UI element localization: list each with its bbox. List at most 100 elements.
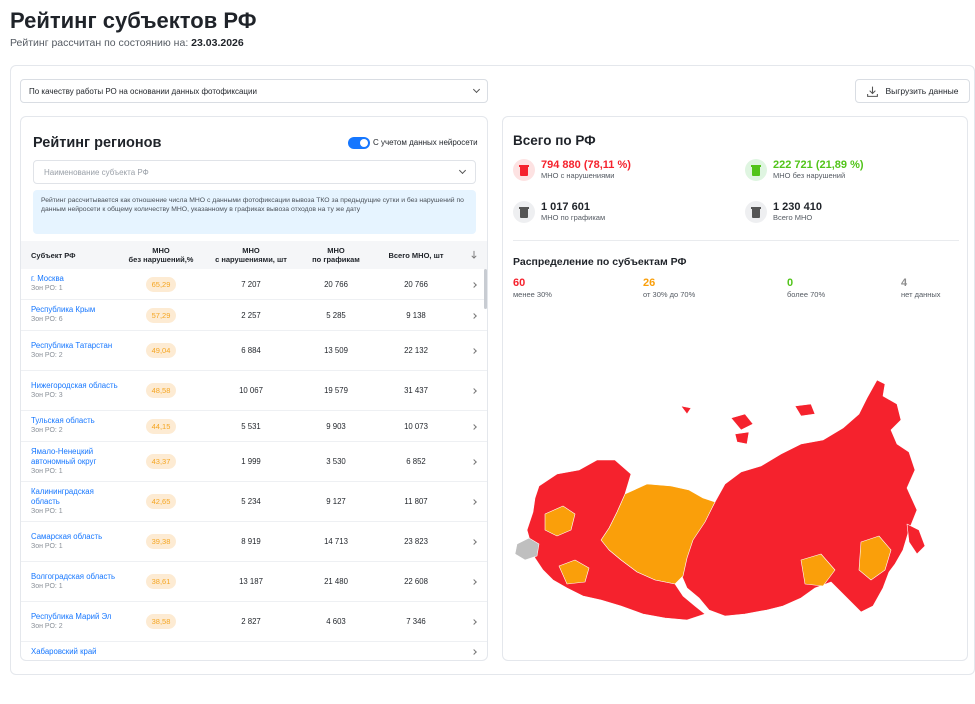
stat-no-violations: 222 721 (21,89 %) МНО без нарушений bbox=[745, 159, 864, 181]
stat-no-violations-label: МНО без нарушений bbox=[773, 171, 846, 180]
row-region: Самарская область Зон РО: 1 bbox=[21, 532, 121, 552]
dist-mid[interactable]: 26 от 30% до 70% bbox=[643, 277, 695, 299]
row-open-button[interactable] bbox=[461, 497, 487, 506]
trash-icon bbox=[513, 201, 535, 223]
row-open-button[interactable] bbox=[461, 537, 487, 546]
map-region-islands[interactable] bbox=[680, 403, 816, 445]
chevron-right-icon bbox=[471, 499, 477, 505]
row-open-button[interactable] bbox=[461, 311, 487, 320]
col-header-name[interactable]: Субъект РФ bbox=[31, 250, 76, 260]
map-region-east[interactable] bbox=[680, 379, 918, 617]
row-pct-badge: 48,58 bbox=[145, 383, 177, 398]
table-row[interactable]: Республика Марий Эл Зон РО: 2 38,58 2 827 4 … bbox=[21, 602, 487, 642]
sort-button[interactable] bbox=[461, 250, 487, 261]
row-scheduled: 9 127 bbox=[326, 497, 346, 506]
row-region: Хабаровский край bbox=[21, 647, 121, 657]
row-region-name[interactable]: Ямало-Ненецкий автономный округ bbox=[31, 446, 97, 466]
row-region-name[interactable]: Хабаровский край bbox=[31, 646, 97, 656]
dist-nodata[interactable]: 4 нет данных bbox=[901, 277, 941, 299]
row-region-name[interactable]: Нижегородская область bbox=[31, 380, 118, 390]
row-region: Республика Марий Эл Зон РО: 2 bbox=[21, 612, 121, 632]
row-open-button[interactable] bbox=[461, 386, 487, 395]
row-region-name[interactable]: Волгоградская область bbox=[31, 571, 116, 581]
table-row[interactable]: Республика Татарстан Зон РО: 2 49,04 6 884 1… bbox=[21, 331, 487, 371]
row-open-button[interactable] bbox=[461, 457, 487, 466]
row-region: Волгоградская область Зон РО: 1 bbox=[21, 572, 121, 592]
export-button-label: Выгрузить данные bbox=[885, 86, 959, 96]
export-button[interactable]: Выгрузить данные bbox=[855, 79, 970, 103]
stat-scheduled: 1 017 601 МНО по графикам bbox=[513, 201, 605, 223]
row-pct-cell: 49,04 bbox=[121, 343, 201, 358]
col-header-pct-l1: МНО bbox=[152, 246, 170, 255]
table-row[interactable]: Тульская область Зон РО: 2 44,15 5 531 9 903… bbox=[21, 411, 487, 442]
divider bbox=[513, 240, 959, 241]
row-zones: Зон РО: 2 bbox=[31, 351, 63, 359]
table-row[interactable]: Волгоградская область Зон РО: 1 38,61 13 18… bbox=[21, 562, 487, 602]
row-violations: 13 187 bbox=[239, 577, 263, 586]
dist-high[interactable]: 0 более 70% bbox=[787, 277, 825, 299]
rating-type-select[interactable]: По качеству работы РО на основании данны… bbox=[20, 79, 488, 103]
table-row[interactable]: Республика Крым Зон РО: 6 57,29 2 257 5 285 9… bbox=[21, 300, 487, 331]
map-region-nodata[interactable] bbox=[514, 537, 540, 561]
trash-icon bbox=[745, 201, 767, 223]
neural-toggle[interactable] bbox=[348, 137, 370, 149]
stat-total-label: Всего МНО bbox=[773, 213, 813, 222]
chevron-right-icon bbox=[471, 388, 477, 394]
russia-map[interactable] bbox=[505, 374, 960, 624]
col-header-pct[interactable]: МНО без нарушений,% bbox=[121, 246, 201, 264]
table-body: г. Москва Зон РО: 1 65,29 7 207 20 766 20 766… bbox=[21, 269, 487, 660]
row-region-name[interactable]: Самарская область bbox=[31, 531, 103, 541]
row-open-button[interactable] bbox=[461, 647, 487, 656]
table-row[interactable]: Калининградская область Зон РО: 1 42,65 5 2… bbox=[21, 482, 487, 522]
row-region: Ямало-Ненецкий автономный округ Зон РО: 1 bbox=[21, 447, 121, 477]
row-zones: Зон РО: 1 bbox=[31, 507, 63, 515]
region-select[interactable]: Наименование субъекта РФ bbox=[33, 160, 476, 184]
row-total: 22 132 bbox=[404, 346, 428, 355]
row-total: 23 823 bbox=[404, 537, 428, 546]
row-open-button[interactable] bbox=[461, 577, 487, 586]
row-violations: 7 207 bbox=[241, 279, 261, 289]
row-region-name[interactable]: Республика Крым bbox=[31, 305, 96, 314]
col-header-viol[interactable]: МНО с нарушениями, шт bbox=[201, 246, 301, 264]
chevron-right-icon bbox=[471, 619, 477, 625]
row-open-button[interactable] bbox=[461, 617, 487, 626]
table-row[interactable]: Хабаровский край bbox=[21, 642, 487, 660]
row-region-name[interactable]: Калининградская область bbox=[31, 486, 94, 506]
dist-low[interactable]: 60 менее 30% bbox=[513, 277, 552, 299]
row-region-name[interactable]: Тульская область bbox=[31, 416, 95, 425]
map-region-south-orange[interactable] bbox=[558, 559, 590, 585]
arrow-down-icon bbox=[471, 250, 477, 259]
map-region-far-orange[interactable] bbox=[858, 535, 892, 581]
row-violations: 8 919 bbox=[241, 537, 261, 546]
col-header-sched[interactable]: МНО по графикам bbox=[301, 246, 371, 264]
row-open-button[interactable] bbox=[461, 422, 487, 431]
row-zones: Зон РО: 1 bbox=[31, 467, 63, 475]
row-region-name[interactable]: Республика Татарстан bbox=[31, 340, 113, 350]
row-open-button[interactable] bbox=[461, 346, 487, 355]
row-region: Калининградская область Зон РО: 1 bbox=[21, 487, 121, 517]
row-violations: 10 067 bbox=[239, 386, 263, 395]
table-scrollbar[interactable] bbox=[484, 269, 487, 309]
row-pct-badge: 49,04 bbox=[145, 343, 177, 358]
row-violations: 2 827 bbox=[241, 617, 261, 626]
col-header-viol-l1: МНО bbox=[242, 246, 260, 255]
map-region-east-orange[interactable] bbox=[800, 553, 836, 587]
row-pct-badge: 44,15 bbox=[145, 418, 177, 434]
row-zones: Зон РО: 2 bbox=[31, 427, 63, 434]
chevron-right-icon bbox=[471, 539, 477, 545]
table-row[interactable]: Нижегородская область Зон РО: 3 48,58 10 06… bbox=[21, 371, 487, 411]
row-region: Нижегородская область Зон РО: 3 bbox=[21, 381, 121, 401]
row-region-name[interactable]: Республика Марий Эл bbox=[31, 611, 112, 621]
row-total: 22 608 bbox=[404, 577, 428, 586]
table-row[interactable]: Самарская область Зон РО: 1 39,38 8 919 14 7… bbox=[21, 522, 487, 562]
col-header-total[interactable]: Всего МНО, шт bbox=[388, 250, 444, 260]
region-placeholder: Наименование субъекта РФ bbox=[44, 167, 149, 177]
summary-title: Всего по РФ bbox=[513, 133, 596, 148]
row-scheduled: 19 579 bbox=[324, 386, 348, 395]
map-region-kamchatka[interactable] bbox=[906, 523, 926, 555]
map-region-west-orange[interactable] bbox=[544, 505, 576, 537]
stat-scheduled-value: 1 017 601 bbox=[541, 201, 590, 213]
row-region-name[interactable]: г. Москва bbox=[31, 274, 64, 283]
table-row[interactable]: г. Москва Зон РО: 1 65,29 7 207 20 766 20 766 bbox=[21, 269, 487, 300]
table-row[interactable]: Ямало-Ненецкий автономный округ Зон РО: 1… bbox=[21, 442, 487, 482]
